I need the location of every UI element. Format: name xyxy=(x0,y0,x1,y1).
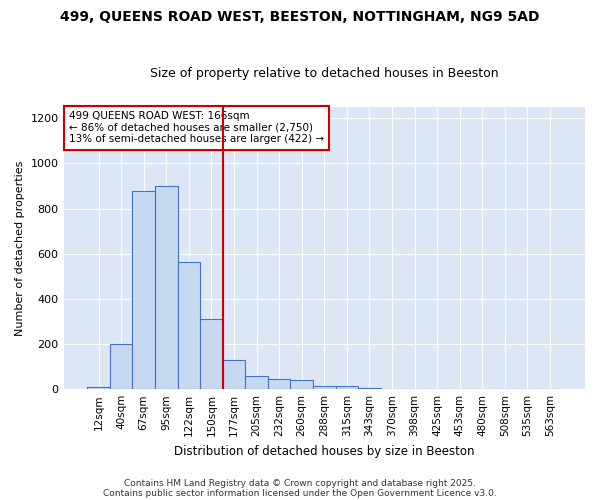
Bar xyxy=(110,344,133,389)
X-axis label: Distribution of detached houses by size in Beeston: Distribution of detached houses by size … xyxy=(174,444,475,458)
Title: Size of property relative to detached houses in Beeston: Size of property relative to detached ho… xyxy=(150,66,499,80)
Bar xyxy=(268,379,290,389)
Text: 499 QUEENS ROAD WEST: 166sqm
← 86% of detached houses are smaller (2,750)
13% of: 499 QUEENS ROAD WEST: 166sqm ← 86% of de… xyxy=(69,112,324,144)
Bar xyxy=(290,380,313,389)
Bar xyxy=(245,376,268,389)
Text: Contains HM Land Registry data © Crown copyright and database right 2025.: Contains HM Land Registry data © Crown c… xyxy=(124,478,476,488)
Bar xyxy=(87,387,110,389)
Bar xyxy=(335,386,358,389)
Y-axis label: Number of detached properties: Number of detached properties xyxy=(15,160,25,336)
Bar xyxy=(200,319,223,389)
Bar xyxy=(358,388,381,389)
Text: 499, QUEENS ROAD WEST, BEESTON, NOTTINGHAM, NG9 5AD: 499, QUEENS ROAD WEST, BEESTON, NOTTINGH… xyxy=(60,10,540,24)
Bar xyxy=(155,186,178,389)
Bar xyxy=(178,262,200,389)
Bar xyxy=(313,386,335,389)
Bar xyxy=(133,190,155,389)
Bar xyxy=(223,360,245,389)
Text: Contains public sector information licensed under the Open Government Licence v3: Contains public sector information licen… xyxy=(103,488,497,498)
